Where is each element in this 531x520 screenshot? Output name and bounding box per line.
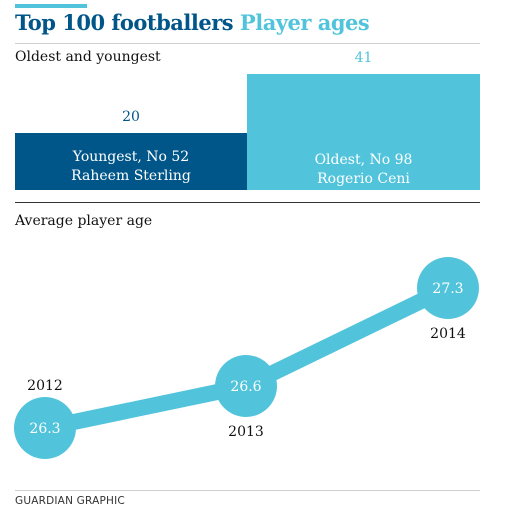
- data-label-2013: 26.6: [230, 379, 261, 395]
- bar-category-youngest: Youngest, No 52: [72, 149, 190, 166]
- chart-title: Top 100 footballers Player ages: [15, 10, 370, 35]
- bar-label-oldest: Oldest, No 98 Rogerio Ceni: [247, 151, 480, 189]
- title-sub: Player ages: [239, 10, 370, 35]
- footer-credit: GUARDIAN GRAPHIC: [15, 495, 125, 507]
- section-label-average-age: Average player age: [15, 213, 153, 229]
- bar-label-youngest: Youngest, No 52 Raheem Sterling: [15, 148, 247, 186]
- data-point-2013: [215, 355, 277, 417]
- bar-oldest: Oldest, No 98 Rogerio Ceni: [247, 74, 480, 190]
- bar-category-oldest: Oldest, No 98: [314, 152, 413, 168]
- data-point-2012: [14, 397, 76, 459]
- data-point-2014: [417, 257, 479, 319]
- bar-baseline: [15, 202, 480, 203]
- data-label-2012: 26.3: [29, 421, 60, 437]
- bar-player-youngest: Raheem Sterling: [71, 168, 191, 185]
- title-rule: [15, 43, 480, 44]
- bar-player-oldest: Rogerio Ceni: [317, 171, 410, 187]
- bar-value-oldest: 41: [354, 50, 373, 66]
- year-label-2014: 2014: [430, 326, 466, 342]
- data-label-2014: 27.3: [432, 281, 463, 297]
- footer-rule: [15, 490, 480, 491]
- bar-youngest: Youngest, No 52 Raheem Sterling: [15, 133, 247, 190]
- bar-value-youngest: 20: [122, 109, 140, 125]
- title-main: Top 100 footballers: [15, 10, 234, 35]
- section-label-oldest-youngest: Oldest and youngest: [15, 49, 161, 65]
- accent-rule: [15, 4, 87, 8]
- year-label-2012: 2012: [27, 378, 63, 394]
- year-label-2013: 2013: [228, 424, 264, 440]
